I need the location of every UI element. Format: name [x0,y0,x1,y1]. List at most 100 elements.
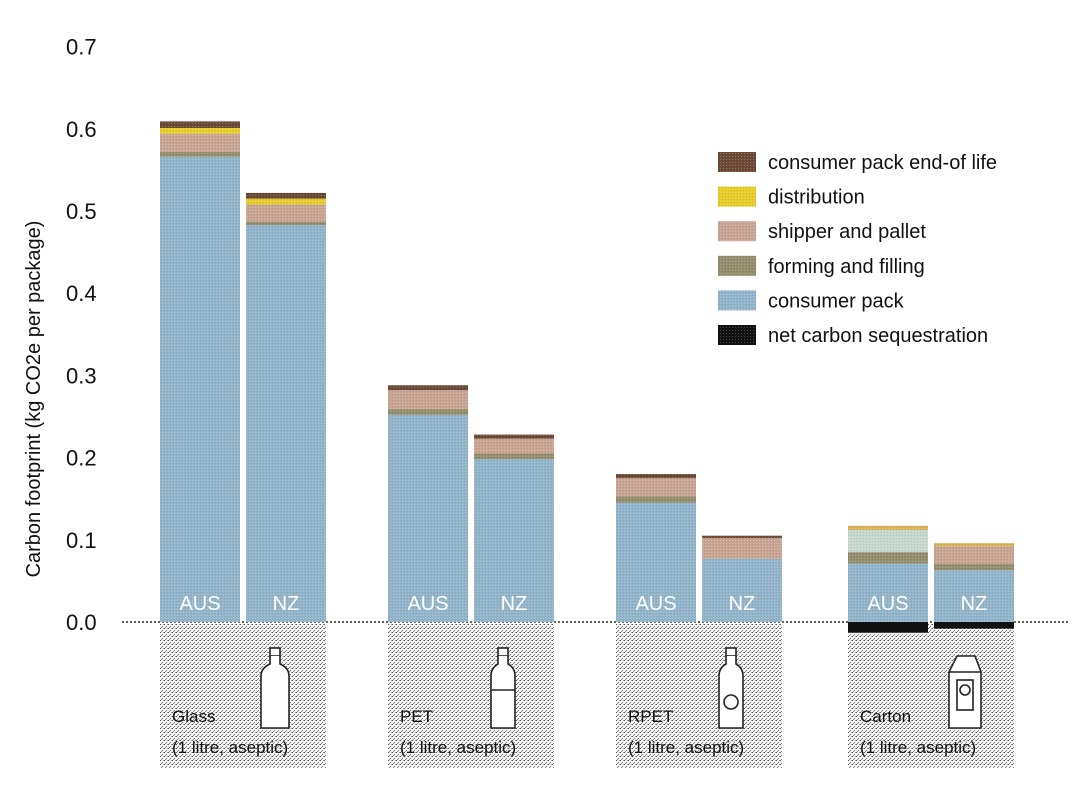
bar-segment-texture [848,552,928,564]
category-name: Carton [860,707,911,726]
bar-segment-texture [848,529,928,553]
bottle-cap [497,647,509,657]
bar-rpet-nz: NZ [702,535,782,622]
bar-segment-texture [160,156,240,623]
y-tick-label: 0.1 [66,528,97,553]
bar-country-label: AUS [407,593,448,615]
legend-swatch-texture [718,325,756,345]
legend-label: distribution [768,187,865,209]
legend-swatch-texture [718,255,756,276]
legend: consumer pack end-of life distribution shi… [718,152,997,347]
bar-segment-texture [616,496,696,503]
bar-country-label: NZ [961,593,988,615]
legend-label: consumer pack end-of life [768,152,997,174]
bar-country-label: NZ [501,593,528,615]
category-panel: RPET (1 litre, aseptic) [616,624,782,768]
recycle-icon [723,694,739,710]
bottle-icon [490,647,516,729]
bar-segment-texture [388,414,468,622]
bar-segment-texture [702,558,782,622]
legend-item: consumer pack [718,290,905,312]
category-panel-background [848,624,1014,768]
legend-item: shipper and pallet [718,221,926,243]
y-tick-label: 0.0 [66,610,97,635]
category-panel: Glass (1 litre, aseptic) [160,624,326,768]
category-subtitle: (1 litre, aseptic) [172,738,288,757]
y-axis: 0.0 0.1 0.2 0.3 0.4 0.5 0.6 0.7 [66,35,97,635]
category-panel-background [388,624,554,768]
bar-segment-texture [246,224,326,622]
bottle-body [260,656,290,729]
category-panel: PET (1 litre, aseptic) [388,624,554,768]
category-name: Glass [172,707,215,726]
bottle-body [718,656,744,729]
bar-segment-texture [702,535,782,539]
bar-segment-texture [388,390,468,410]
category-panel-background [160,624,326,768]
legend-label: consumer pack [768,290,905,312]
bar-pet-nz: NZ [474,434,554,622]
bar-segment-texture [160,127,240,134]
legend-label: forming and filling [768,256,925,278]
legend-item: forming and filling [718,256,925,278]
bar-carton-nz: NZ [934,543,1014,629]
legend-item: distribution [718,186,865,209]
bar-segment-texture [160,133,240,152]
bottle-cap [725,647,737,657]
bar-segment-sequestration [848,622,928,633]
bar-segment-texture [848,525,928,530]
legend-item: net carbon sequestration [718,325,988,347]
category-panel: Carton (1 litre, aseptic) [848,624,1014,768]
y-tick-label: 0.2 [66,446,97,471]
bar-segment-texture [934,570,1014,622]
bar-segment-texture [474,434,554,439]
bar-glass-nz: NZ [246,192,326,622]
bar-segment-texture [848,563,928,622]
y-tick-label: 0.6 [66,117,97,142]
category-name: PET [400,707,433,726]
y-tick-label: 0.7 [66,35,97,60]
carton-icon [948,655,982,729]
category-panels: Glass (1 litre, aseptic) PET (1 litre, asep… [160,624,1014,768]
category-name: RPET [628,707,673,726]
bar-carton-aus: AUS [848,525,928,633]
bar-segment-texture [246,198,326,205]
legend-swatch-texture [718,221,756,242]
legend-swatch-texture [718,186,756,207]
legend-label: net carbon sequestration [768,325,988,347]
bar-segment-texture [246,204,326,222]
bar-country-label: AUS [635,593,676,615]
y-axis-label: Carbon footprint (kg CO2e per package) [23,221,45,578]
bar-segment-texture [160,151,240,157]
category-panel-background [616,624,782,768]
bottle-body [490,656,516,729]
bar-segment-texture [934,546,1014,564]
bottle-icon [260,647,290,729]
bar-segment-texture [474,459,554,622]
category-subtitle: (1 litre, aseptic) [860,738,976,757]
y-tick-label: 0.5 [66,199,97,224]
bar-segment-texture [388,409,468,415]
bar-country-label: AUS [867,593,908,615]
bar-glass-aus: AUS [160,121,240,623]
bottle-icon [718,647,744,729]
legend-item: consumer pack end-of life [718,152,997,174]
bar-segment-texture [616,478,696,497]
bar-segment-texture [474,453,554,460]
category-subtitle: (1 litre, aseptic) [400,738,516,757]
bar-segment-texture [246,221,326,225]
bar-segment-texture [246,192,326,199]
bar-segment-texture [388,385,468,391]
y-tick-label: 0.3 [66,363,97,388]
bar-segment-texture [934,563,1014,571]
bar-segment-texture [474,438,554,454]
y-tick-label: 0.4 [66,281,97,306]
bar-segment-texture [934,543,1014,547]
bar-rpet-aus: AUS [616,474,696,622]
bar-segment-sequestration [934,622,1014,629]
legend-swatch-texture [718,290,756,311]
bar-country-label: NZ [729,593,756,615]
category-subtitle: (1 litre, aseptic) [628,738,744,757]
bar-country-label: NZ [273,593,300,615]
